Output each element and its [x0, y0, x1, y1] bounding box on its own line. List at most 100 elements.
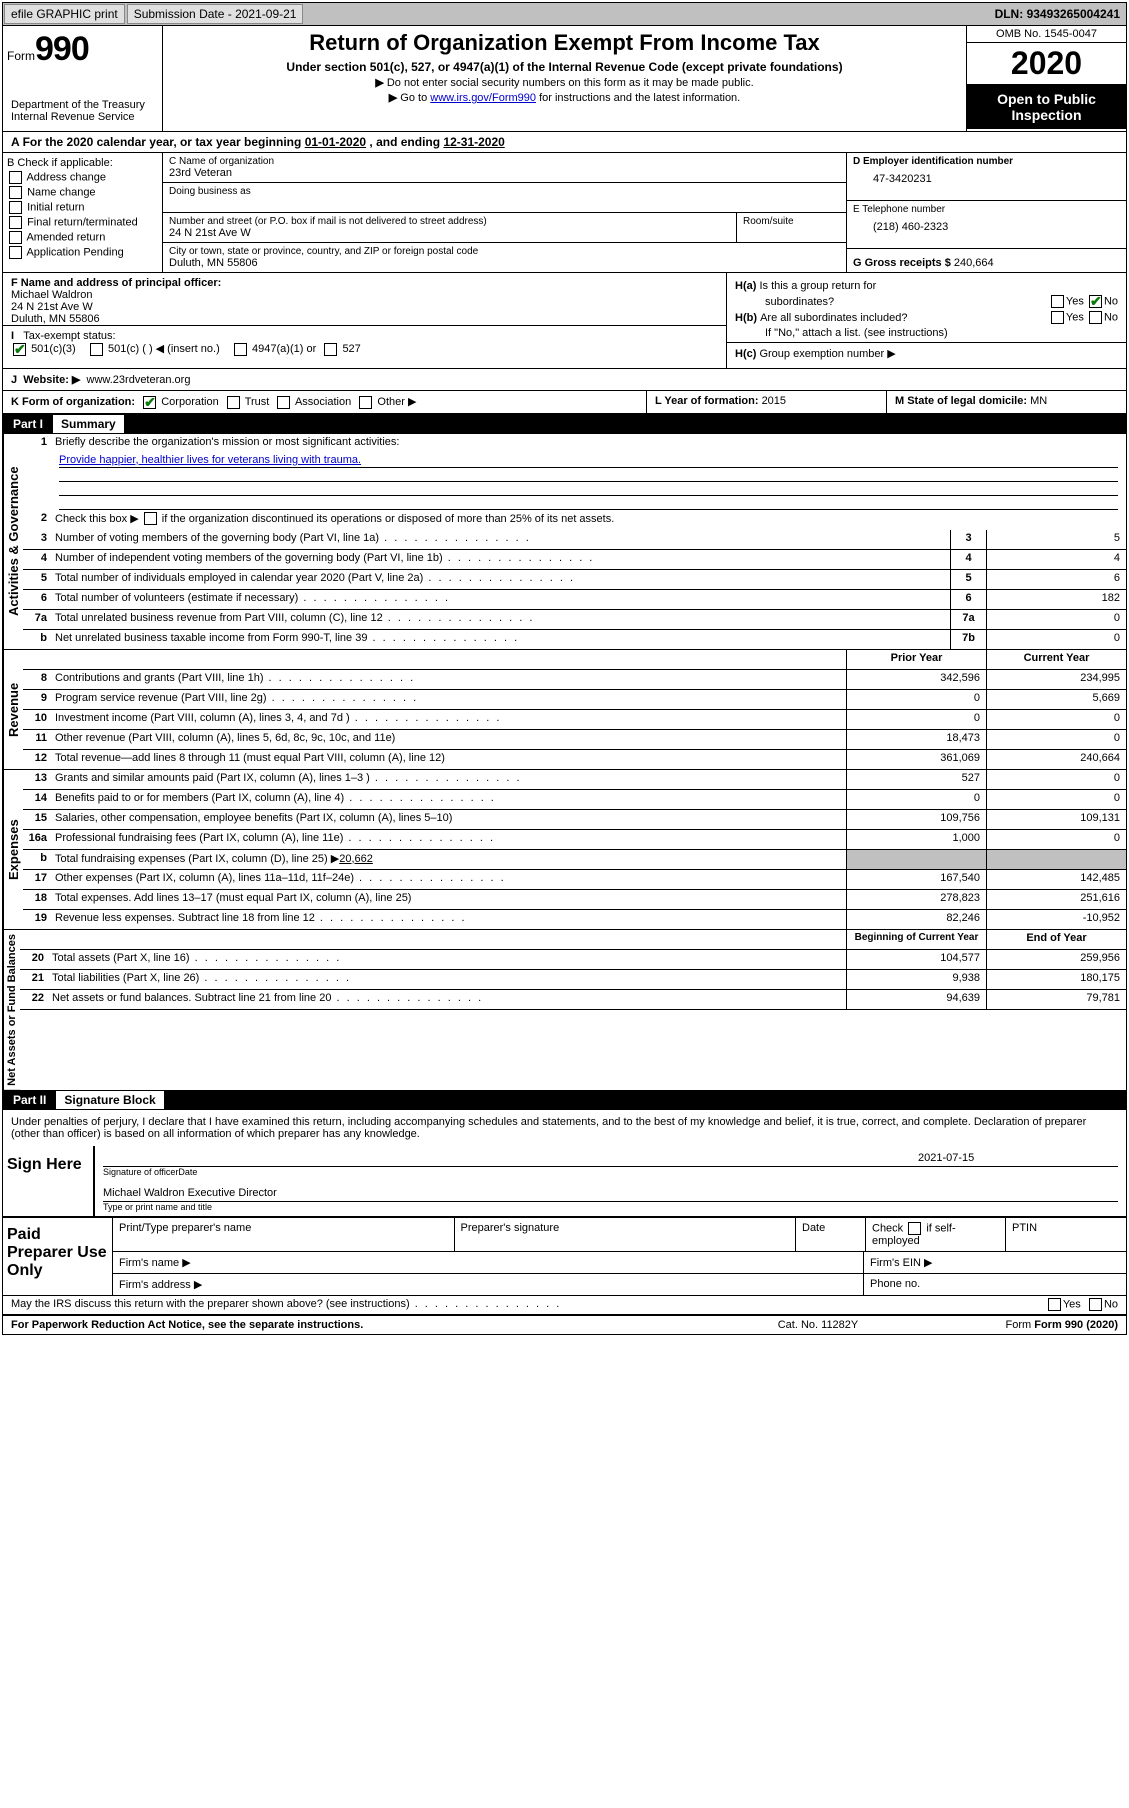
part2-title: Signature Block — [56, 1091, 163, 1109]
l16b-val: 20,662 — [339, 853, 373, 865]
hb-no: No — [1104, 311, 1118, 323]
k-other: Other ▶ — [377, 396, 416, 408]
cat-no: Cat. No. 11282Y — [718, 1319, 918, 1331]
e-lbl: E Telephone number — [853, 204, 1120, 215]
chk-501c[interactable] — [90, 343, 103, 356]
form-title: Return of Organization Exempt From Incom… — [171, 30, 958, 56]
irs-link[interactable]: www.irs.gov/Form990 — [430, 92, 536, 104]
net-assets-section: Net Assets or Fund Balances Beginning of… — [3, 930, 1126, 1091]
l3: Number of voting members of the governin… — [51, 530, 950, 549]
chk-app-pending[interactable] — [9, 246, 22, 259]
title-box: Return of Organization Exempt From Incom… — [163, 26, 966, 131]
l19: Revenue less expenses. Subtract line 18 … — [51, 910, 846, 929]
chk-discuss-no[interactable] — [1089, 1298, 1102, 1311]
l7b: Net unrelated business taxable income fr… — [51, 630, 950, 649]
l13: Grants and similar amounts paid (Part IX… — [51, 770, 846, 789]
efile-print-button[interactable]: efile GRAPHIC print — [4, 4, 125, 24]
dln-lbl: DLN: — [995, 7, 1027, 21]
g-val: 240,664 — [954, 257, 994, 269]
chk-hb-no[interactable] — [1089, 311, 1102, 324]
ein-val: 47-3420231 — [853, 167, 1120, 185]
note2-pre: Go to — [400, 92, 430, 104]
form-footer: Form 990 (2020) — [1034, 1319, 1118, 1331]
c-dba-cell: Doing business as — [163, 183, 846, 213]
c-city-cell: City or town, state or province, country… — [163, 243, 846, 272]
chk-corp[interactable] — [143, 396, 156, 409]
chk-ha-yes[interactable] — [1051, 295, 1064, 308]
chk-discuss-yes[interactable] — [1048, 1298, 1061, 1311]
j-website-row: J Website: ▶ www.23rdveteran.org — [3, 369, 1126, 391]
website-val: www.23rdveteran.org — [87, 374, 191, 386]
chk-final[interactable] — [9, 216, 22, 229]
chk-amended[interactable] — [9, 231, 22, 244]
disc-no: No — [1104, 1299, 1118, 1311]
c18: 251,616 — [986, 890, 1126, 909]
hc-text: Group exemption number ▶ — [759, 347, 895, 360]
vl-netassets: Net Assets or Fund Balances — [3, 930, 20, 1091]
officer-name: Michael Waldron — [11, 289, 718, 301]
form-header: Form990 Department of the Treasury Inter… — [3, 26, 1126, 132]
pp-chk: Check — [872, 1223, 903, 1235]
l9: Program service revenue (Part VIII, line… — [51, 690, 846, 709]
k-assoc: Association — [295, 396, 351, 408]
i-501c3: 501(c)(3) — [31, 343, 76, 355]
c20: 259,956 — [986, 950, 1126, 969]
k-trust: Trust — [245, 396, 270, 408]
hb-yes: Yes — [1066, 311, 1084, 323]
l20: Total assets (Part X, line 16) — [48, 950, 846, 969]
c10: 0 — [986, 710, 1126, 729]
firm-addr-lbl: Firm's address ▶ — [113, 1274, 864, 1295]
p13: 527 — [846, 770, 986, 789]
col-deg: D Employer identification number 47-3420… — [846, 153, 1126, 272]
chk-hb-yes[interactable] — [1051, 311, 1064, 324]
g-lbl: G Gross receipts $ — [853, 257, 954, 269]
hb-lbl: H(b) — [735, 312, 757, 324]
chk-self-emp[interactable] — [908, 1222, 921, 1235]
p20: 104,577 — [846, 950, 986, 969]
room-lbl: Room/suite — [743, 216, 840, 227]
chk-527[interactable] — [324, 343, 337, 356]
ha-lbl: H(a) — [735, 280, 756, 292]
p10: 0 — [846, 710, 986, 729]
v4: 4 — [986, 550, 1126, 569]
p17: 167,540 — [846, 870, 986, 889]
chk-trust[interactable] — [227, 396, 240, 409]
firm-ein-lbl: Firm's EIN ▶ — [864, 1252, 1126, 1273]
pp-name-hdr: Print/Type preparer's name — [113, 1218, 455, 1251]
l16b-pre: Total fundraising expenses (Part IX, col… — [55, 853, 339, 865]
eoy-hdr: End of Year — [986, 930, 1126, 949]
sub-date-val: 2021-09-21 — [235, 7, 296, 21]
chk-discontinued[interactable] — [144, 512, 157, 525]
k-form-org: K Form of organization: Corporation Trus… — [3, 391, 646, 413]
h-group: H(a) Is this a group return for subordin… — [726, 273, 1126, 368]
b-name: Name change — [27, 186, 96, 198]
paid-preparer: Paid Preparer Use Only Print/Type prepar… — [3, 1217, 1126, 1295]
chk-ha-no[interactable] — [1089, 295, 1102, 308]
chk-addr-change[interactable] — [9, 171, 22, 184]
v3: 5 — [986, 530, 1126, 549]
chk-assoc[interactable] — [277, 396, 290, 409]
header-block-bcde: B Check if applicable: Address change Na… — [3, 153, 1126, 272]
part2-num: Part II — [13, 1093, 46, 1107]
chk-name-change[interactable] — [9, 186, 22, 199]
chk-501c3[interactable] — [13, 343, 26, 356]
hb-text: Are all subordinates included? — [760, 312, 907, 324]
c14: 0 — [986, 790, 1126, 809]
chk-initial[interactable] — [9, 201, 22, 214]
l-val: 2015 — [762, 395, 786, 407]
c9: 5,669 — [986, 690, 1126, 709]
chk-other[interactable] — [359, 396, 372, 409]
part1-title: Summary — [53, 415, 124, 433]
note2-post: for instructions and the latest informat… — [536, 92, 740, 104]
c-street-row: Number and street (or P.O. box if mail i… — [163, 213, 846, 243]
chk-4947[interactable] — [234, 343, 247, 356]
a-begin: 01-01-2020 — [305, 135, 366, 149]
i-lbl: Tax-exempt status: — [23, 330, 115, 342]
officer-typed: Michael Waldron Executive Director — [103, 1187, 1118, 1199]
b-amend: Amended return — [26, 231, 105, 243]
l17: Other expenses (Part IX, column (A), lin… — [51, 870, 846, 889]
part1-num: Part I — [13, 417, 43, 431]
l14: Benefits paid to or for members (Part IX… — [51, 790, 846, 809]
c-name-lbl: C Name of organization — [169, 156, 840, 167]
note1-text: Do not enter social security numbers on … — [387, 77, 754, 89]
